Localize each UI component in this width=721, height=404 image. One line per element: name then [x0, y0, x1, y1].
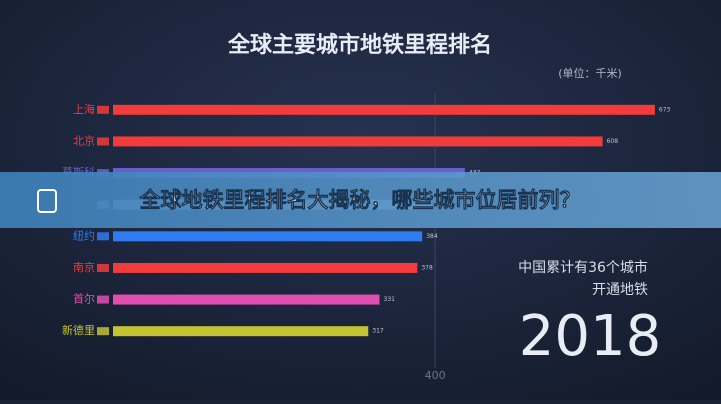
- bar: [113, 104, 655, 115]
- bar: [113, 262, 418, 273]
- value-label: 317: [372, 328, 384, 335]
- flag: [97, 263, 109, 272]
- flag: [97, 327, 109, 336]
- annotation: 中国累计有36个城市: [518, 259, 648, 276]
- y-tick-label: 首尔: [73, 292, 95, 306]
- bar: [113, 294, 380, 305]
- flag: [97, 137, 109, 146]
- banner: 全球地铁里程排名大揭秘，哪些城市位居前列？: [0, 172, 721, 228]
- bar: [113, 231, 423, 242]
- x-tick-label: 400: [425, 369, 446, 382]
- flag: [97, 105, 109, 114]
- banner-bg: [0, 172, 721, 228]
- value-label: 608: [607, 138, 619, 145]
- y-tick-label: 南京: [73, 260, 95, 274]
- annotation: 开通地铁: [592, 282, 648, 298]
- flag: [97, 232, 109, 241]
- unit-note: (单位：千米): [558, 66, 622, 80]
- value-label: 384: [426, 233, 438, 240]
- flag: [97, 295, 109, 304]
- value-label: 378: [421, 264, 433, 271]
- value-label: 331: [384, 296, 396, 303]
- y-tick-label: 新德里: [62, 323, 95, 337]
- y-tick-label: 北京: [73, 133, 95, 147]
- value-label: 673: [659, 106, 671, 113]
- banner-icon: [37, 189, 57, 213]
- y-tick-label: 上海: [73, 102, 95, 116]
- chart-title: 全球主要城市地铁里程排名: [227, 32, 492, 58]
- banner-text: 全球地铁里程排名大揭秘，哪些城市位居前列？: [139, 188, 581, 212]
- bar: [113, 136, 603, 147]
- year-annotation: 2018: [519, 304, 662, 369]
- y-tick-label: 纽约: [73, 228, 95, 242]
- bar: [113, 326, 369, 337]
